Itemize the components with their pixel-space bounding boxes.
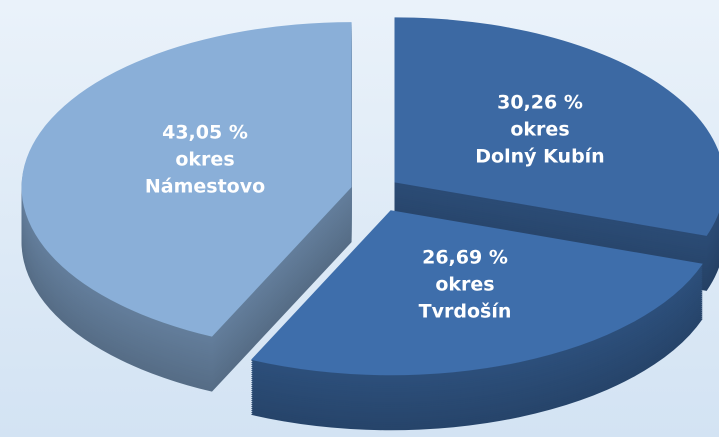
- value-label: 30,26 %: [497, 91, 583, 114]
- slice-label: 43,05 % okres Námestovo: [145, 120, 265, 201]
- slice: [251, 210, 703, 376]
- slice-label: 30,26 % okres Dolný Kubín: [475, 90, 604, 171]
- category-label: okres Tvrdošín: [418, 273, 512, 323]
- value-label: 26,69 %: [422, 246, 508, 269]
- value-label: 43,05 %: [162, 121, 248, 144]
- category-label: okres Námestovo: [144, 148, 266, 198]
- slice: [21, 22, 352, 337]
- category-label: okres Dolný Kubín: [475, 118, 605, 168]
- slice-label: 26,69 % okres Tvrdošín: [419, 245, 512, 326]
- slice: [394, 17, 719, 236]
